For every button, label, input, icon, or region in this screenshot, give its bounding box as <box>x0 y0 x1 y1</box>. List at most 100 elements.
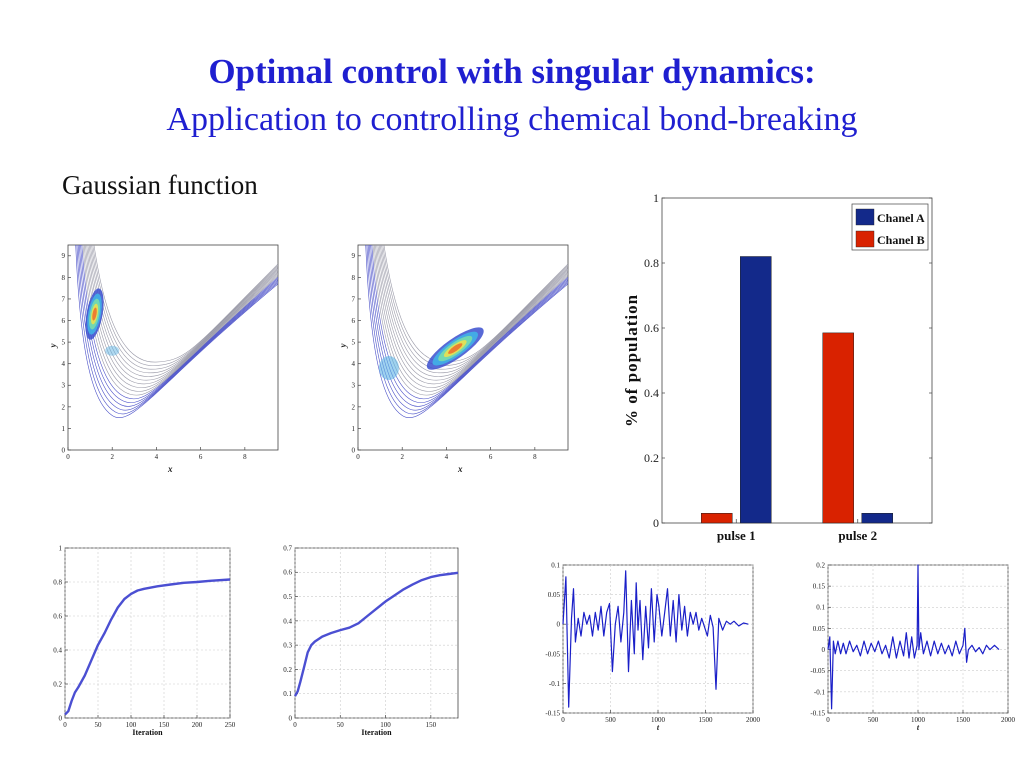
y-tick-label: 0.2 <box>53 680 62 688</box>
y-tick-label: 0.2 <box>644 451 659 465</box>
x-axis-label: t <box>657 723 660 732</box>
y-tick-label: 1 <box>352 425 356 433</box>
contour-plot-left: 0 2 4 6 8 0 1 2 3 4 5 6 7 8 9 x y <box>50 244 279 474</box>
contour-line <box>75 244 279 418</box>
bar-chanel-a <box>861 513 893 524</box>
y-tick-label: 0 <box>289 714 293 722</box>
y-tick-label: 0.4 <box>644 386 659 400</box>
y-tick-label: 9 <box>62 252 66 260</box>
x-tick-label: 4 <box>155 453 159 461</box>
x-tick-label: 50 <box>337 721 345 729</box>
contour-line <box>92 244 279 366</box>
convergence-chart-a: 0 50 100 150 200 250 0 0.2 0.4 0.6 0.8 1 Iteration <box>53 544 236 737</box>
y-tick-label: 0.6 <box>283 569 292 577</box>
contour-line <box>375 244 569 388</box>
y-tick-label: 3 <box>352 382 356 390</box>
y-tick-label: 6 <box>62 317 66 325</box>
y-tick-label: 0.6 <box>644 321 659 335</box>
contour-line <box>76 244 279 415</box>
x-tick-label: pulse 2 <box>838 528 877 543</box>
y-axis-label: y <box>340 343 348 349</box>
x-tick-label: 2 <box>110 453 114 461</box>
contour-line <box>367 244 569 411</box>
slide-subtitle: Application to controlling chemical bond… <box>166 101 858 138</box>
series-line <box>293 571 459 697</box>
x-tick-label: 0 <box>826 716 830 724</box>
x-axis-label: x <box>457 464 463 474</box>
x-tick-label: 150 <box>426 721 437 729</box>
x-tick-label: 2000 <box>1001 716 1015 724</box>
y-tick-label: 0.1 <box>283 690 292 698</box>
legend-swatch <box>855 208 875 226</box>
x-tick-label: 2000 <box>746 716 760 724</box>
y-tick-label: -0.05 <box>545 650 560 658</box>
x-axis-label: Iteration <box>132 728 163 737</box>
x-tick-label: 1500 <box>699 716 714 724</box>
contour-line <box>376 244 569 385</box>
x-tick-label: 100 <box>380 721 391 729</box>
y-tick-label: 0 <box>62 446 66 454</box>
legend-entry: Chanel B <box>877 233 925 247</box>
y-tick-label: 0.05 <box>548 591 561 599</box>
x-tick-label: 500 <box>605 716 616 724</box>
x-tick-label: 1000 <box>651 716 666 724</box>
bar-chanel-b <box>822 332 854 524</box>
pulse-field-chart-a: 0 500 1000 1500 2000 -0.15 -0.1 -0.05 0 0.05 0.1 t <box>545 561 760 732</box>
y-tick-label: 0.2 <box>816 561 825 569</box>
y-tick-label: 9 <box>352 252 356 260</box>
y-tick-label: 0.4 <box>283 617 292 625</box>
y-tick-label: 0 <box>822 646 826 654</box>
section-label: Gaussian function <box>62 170 258 200</box>
contour-line <box>93 244 279 363</box>
y-tick-label: 0 <box>653 516 659 530</box>
y-tick-label: 0.1 <box>816 604 825 612</box>
contour-line <box>366 244 569 415</box>
y-axis-label: y <box>50 343 58 349</box>
plot-area <box>67 244 279 451</box>
plot-area <box>294 547 459 719</box>
contour-line <box>378 244 569 377</box>
y-tick-label: 4 <box>352 360 356 368</box>
y-tick-label: -0.1 <box>549 680 561 688</box>
wavepacket-contour <box>105 345 120 356</box>
x-tick-label: 0 <box>66 453 70 461</box>
y-tick-label: 0.4 <box>53 646 62 654</box>
wavepacket-contour <box>378 356 399 380</box>
y-tick-label: -0.05 <box>810 667 825 675</box>
y-tick-label: 2 <box>352 403 356 411</box>
contour-plot-right: 0 2 4 6 8 0 1 2 3 4 5 6 7 8 9 x y <box>340 244 569 474</box>
contour-line <box>381 244 569 370</box>
plot-area <box>661 197 933 524</box>
y-tick-label: 1 <box>59 544 63 552</box>
x-tick-label: 4 <box>445 453 449 461</box>
x-tick-label: 0 <box>293 721 297 729</box>
x-axis-label: t <box>917 723 920 732</box>
plot-area <box>64 547 231 719</box>
y-tick-label: -0.15 <box>810 709 825 717</box>
y-tick-label: 0 <box>352 446 356 454</box>
y-tick-label: 0.7 <box>283 544 292 552</box>
x-tick-label: pulse 1 <box>717 528 756 543</box>
x-tick-label: 6 <box>199 453 203 461</box>
y-tick-label: 0.5 <box>283 593 292 601</box>
y-tick-label: 0.8 <box>53 578 62 586</box>
y-tick-label: 5 <box>62 339 66 347</box>
series-line <box>64 578 231 716</box>
contour-line <box>373 244 569 392</box>
y-tick-label: 8 <box>352 274 356 282</box>
contour-line <box>380 244 569 374</box>
y-tick-label: 4 <box>62 360 66 368</box>
y-tick-label: -0.15 <box>545 709 560 717</box>
convergence-chart-b: 0 50 100 150 0 0.1 0.2 0.3 0.4 0.5 0.6 0.7 Iteration <box>283 544 459 737</box>
contour-line <box>371 244 569 400</box>
x-axis-label: Iteration <box>361 728 392 737</box>
x-tick-label: 100 <box>126 721 137 729</box>
x-tick-label: 0 <box>63 721 67 729</box>
contour-line <box>365 244 569 418</box>
wavepacket-contour <box>92 307 97 321</box>
contour-line <box>377 244 569 381</box>
series-line <box>562 570 749 708</box>
y-tick-label: 0.1 <box>551 561 560 569</box>
x-tick-label: 8 <box>243 453 247 461</box>
x-tick-label: 1500 <box>956 716 971 724</box>
